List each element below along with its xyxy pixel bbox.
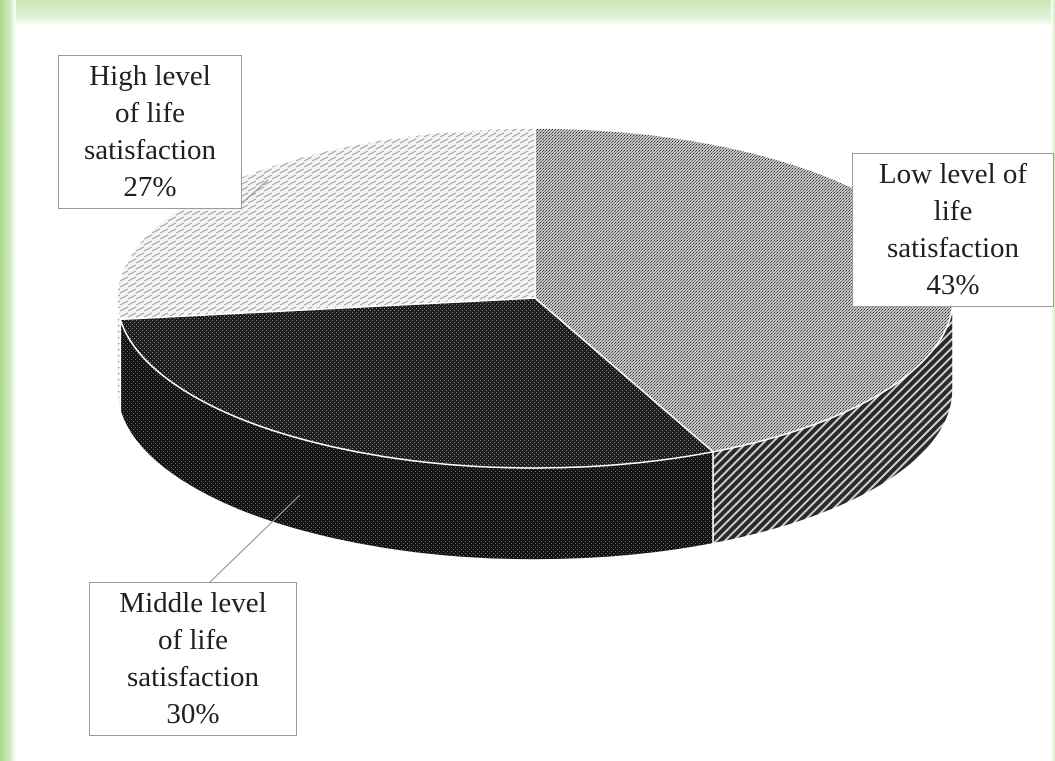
leader-line (209, 494, 301, 583)
data-label-percent: 27% (123, 171, 177, 203)
frame-left-gradient (0, 0, 16, 761)
data-label-line: of life (157, 624, 229, 656)
data-label-line: satisfaction (886, 232, 1020, 264)
frame-top-gradient (0, 0, 1055, 26)
data-label-line: Middle level (119, 587, 267, 619)
data-label-middle-level-of-life-satisfaction: Middle level of life satisfaction 30% (89, 582, 297, 736)
data-label-line: satisfaction (126, 661, 260, 693)
leader-line (239, 179, 269, 206)
data-label-percent: 30% (166, 698, 220, 730)
data-label-line: satisfaction (83, 134, 217, 166)
frame-right-gradient (1051, 0, 1055, 761)
data-label-line: Low level of (878, 158, 1028, 190)
data-label-percent: 43% (926, 269, 980, 301)
data-label-high-level-of-life-satisfaction: High level of life satisfaction 27% (58, 55, 242, 209)
data-label-line: of life (114, 97, 186, 129)
pie-slice-middle-level-of-life-satisfaction (119, 297, 715, 469)
data-label-line: High level (89, 60, 211, 92)
data-label-low-level-of-life-satisfaction: Low level of life satisfaction 43% (852, 153, 1054, 307)
data-label-line: life (933, 195, 973, 227)
